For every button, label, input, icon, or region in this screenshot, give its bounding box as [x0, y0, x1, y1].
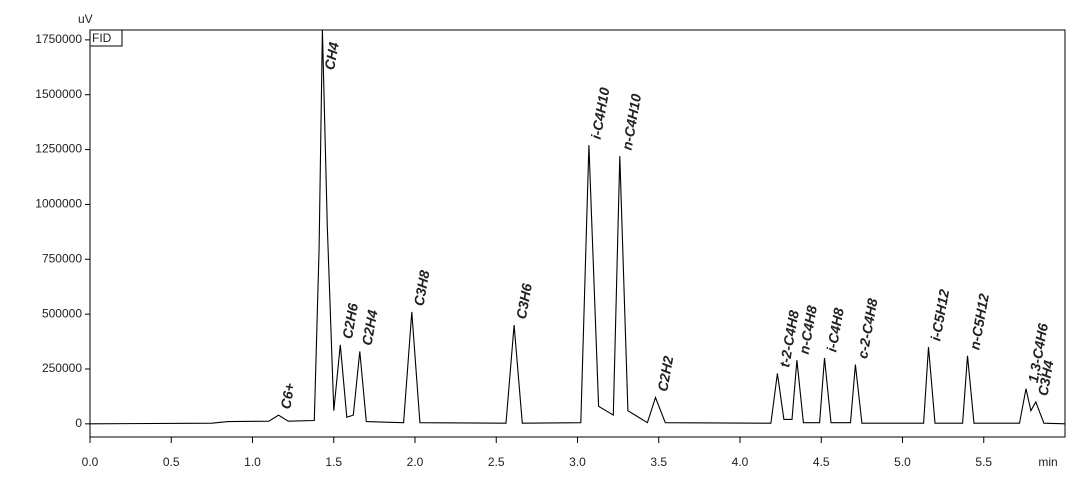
x-tick-label: 5.5 — [975, 455, 992, 469]
y-tick-label: 500000 — [42, 306, 82, 320]
x-tick-label: 4.0 — [732, 455, 749, 469]
x-tick-label: 3.0 — [569, 455, 586, 469]
x-tick-label: 1.0 — [244, 455, 261, 469]
peak-label: n-C4H10 — [619, 92, 645, 151]
peak-label: C6+ — [277, 382, 297, 410]
peak-label: i-C4H10 — [588, 86, 613, 140]
peak-label: n-C5H12 — [966, 292, 992, 351]
x-tick-label: 4.5 — [813, 455, 830, 469]
peak-label: C3H4 — [1035, 359, 1057, 397]
x-tick-label: 2.5 — [488, 455, 505, 469]
y-tick-label: 1000000 — [35, 197, 82, 211]
peak-label: C2H6 — [339, 302, 361, 340]
y-tick-label: 1500000 — [35, 87, 82, 101]
legend-box — [89, 29, 123, 47]
y-tick-label: 0 — [75, 416, 82, 430]
y-tick-label: 250000 — [42, 361, 82, 375]
y-axis-label: uV — [78, 12, 93, 26]
x-tick-label: 0.0 — [82, 455, 99, 469]
x-axis-label: min — [1038, 455, 1057, 469]
y-tick-label: 750000 — [42, 251, 82, 265]
x-tick-label: 1.5 — [325, 455, 342, 469]
peak-label: CH4 — [321, 41, 342, 72]
peak-label: C3H6 — [513, 282, 535, 320]
y-tick-label: 1750000 — [35, 32, 82, 46]
trace — [89, 29, 1066, 425]
x-tick-label: 3.5 — [650, 455, 667, 469]
x-tick-label: 5.0 — [894, 455, 911, 469]
peak-label: C2H2 — [654, 354, 676, 392]
plot-frame — [89, 29, 1066, 438]
peak-label: C3H8 — [411, 269, 433, 307]
peak-label: i-C5H12 — [927, 288, 952, 342]
legend-label: FID — [92, 31, 112, 45]
peak-label: C2H4 — [359, 308, 381, 346]
x-tick-label: 2.0 — [407, 455, 424, 469]
x-tick-label: 0.5 — [163, 455, 180, 469]
peak-label: i-C4H8 — [823, 307, 846, 354]
peak-label: c-2-C4H8 — [854, 297, 880, 360]
y-tick-label: 1250000 — [35, 142, 82, 156]
